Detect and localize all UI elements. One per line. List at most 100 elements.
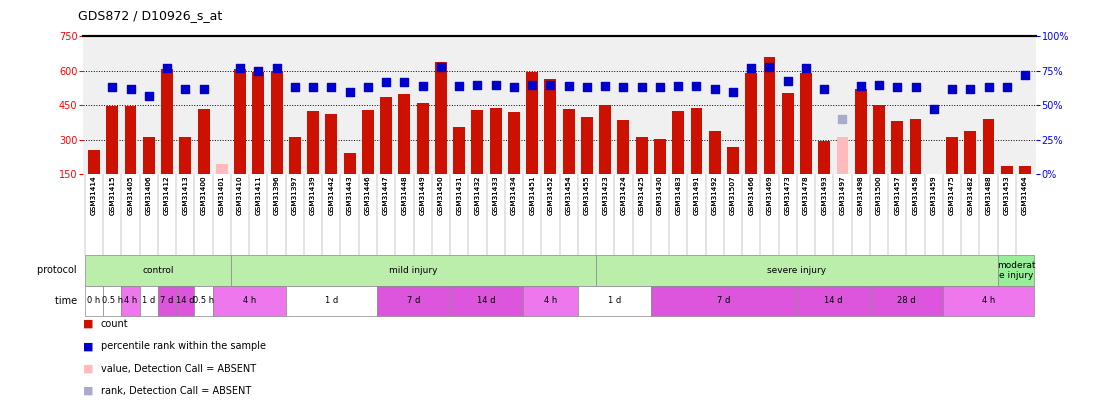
Text: ■: ■ — [83, 319, 93, 329]
Point — [158, 65, 176, 71]
Text: 4 h: 4 h — [243, 296, 256, 305]
Bar — [636, 137, 647, 174]
Bar — [326, 115, 337, 174]
Bar — [943, 286, 1034, 316]
Bar — [800, 73, 812, 174]
Text: 1 d: 1 d — [142, 296, 155, 305]
Bar — [124, 106, 136, 174]
Text: GSM31492: GSM31492 — [711, 176, 718, 215]
Text: 1 d: 1 d — [325, 296, 338, 305]
Point — [505, 84, 523, 91]
Bar — [216, 164, 228, 174]
Text: GSM31455: GSM31455 — [584, 176, 589, 215]
Point — [706, 85, 724, 92]
Point — [833, 116, 851, 122]
Point — [103, 84, 121, 91]
Text: GSM31400: GSM31400 — [201, 176, 206, 215]
Point — [249, 68, 267, 74]
Text: GDS872 / D10926_s_at: GDS872 / D10926_s_at — [78, 9, 222, 22]
Bar — [161, 69, 173, 174]
Bar — [286, 286, 377, 316]
Bar — [746, 73, 757, 174]
Point — [615, 84, 633, 91]
Bar — [270, 71, 283, 174]
Bar — [577, 286, 650, 316]
Point — [560, 83, 577, 89]
Text: ■: ■ — [83, 341, 93, 351]
Text: ■: ■ — [83, 364, 93, 373]
Bar — [854, 89, 866, 174]
Point — [341, 88, 359, 95]
Text: GSM31457: GSM31457 — [894, 176, 900, 215]
Bar — [910, 119, 922, 174]
Bar — [362, 110, 373, 174]
Bar — [650, 286, 797, 316]
Text: percentile rank within the sample: percentile rank within the sample — [101, 341, 266, 351]
Text: GSM31454: GSM31454 — [566, 176, 572, 215]
Point — [396, 79, 413, 85]
Point — [432, 64, 450, 70]
Point — [523, 81, 541, 88]
Bar — [435, 62, 447, 174]
Point — [943, 85, 961, 92]
Text: moderat
e injury: moderat e injury — [997, 261, 1035, 280]
Text: GSM31493: GSM31493 — [821, 176, 828, 215]
Text: GSM31458: GSM31458 — [913, 176, 919, 215]
Point — [979, 84, 997, 91]
Bar — [85, 255, 230, 286]
Text: GSM31434: GSM31434 — [511, 176, 517, 215]
Text: GSM31413: GSM31413 — [183, 176, 188, 215]
Bar — [782, 93, 793, 174]
Point — [122, 85, 140, 92]
Point — [725, 88, 742, 95]
Bar — [417, 103, 429, 174]
Text: GSM31415: GSM31415 — [110, 176, 115, 215]
Text: 28 d: 28 d — [897, 296, 915, 305]
Bar — [143, 137, 155, 174]
Point — [906, 84, 924, 91]
Bar — [797, 286, 870, 316]
Text: GSM31453: GSM31453 — [1004, 176, 1009, 215]
Text: count: count — [101, 319, 129, 329]
Bar — [380, 97, 392, 174]
Point — [870, 81, 888, 88]
Text: rank, Detection Call = ABSENT: rank, Detection Call = ABSENT — [101, 386, 252, 396]
Bar — [179, 136, 192, 174]
Point — [669, 83, 687, 89]
Point — [742, 65, 760, 71]
Bar — [213, 286, 286, 316]
Point — [542, 81, 560, 88]
Text: GSM31449: GSM31449 — [420, 176, 425, 215]
Text: GSM31401: GSM31401 — [219, 176, 225, 215]
Text: 4 h: 4 h — [124, 296, 137, 305]
Text: 14 d: 14 d — [176, 296, 195, 305]
Point — [486, 81, 504, 88]
Text: severe injury: severe injury — [767, 266, 827, 275]
Bar — [307, 111, 319, 174]
Bar — [85, 286, 103, 316]
Text: GSM31412: GSM31412 — [164, 176, 170, 215]
Bar — [523, 286, 577, 316]
Point — [305, 84, 322, 91]
Bar — [581, 117, 593, 174]
Bar — [399, 94, 410, 174]
Point — [195, 85, 213, 92]
Text: GSM31431: GSM31431 — [456, 176, 462, 215]
Text: GSM31448: GSM31448 — [401, 176, 408, 215]
Bar — [544, 79, 556, 174]
Bar — [727, 147, 739, 174]
Text: 0.5 h: 0.5 h — [193, 296, 214, 305]
Point — [760, 64, 778, 70]
Text: GSM31397: GSM31397 — [291, 176, 298, 215]
Bar — [253, 72, 265, 174]
Bar — [197, 109, 209, 174]
Point — [450, 83, 468, 89]
Bar — [526, 72, 538, 174]
Point — [779, 77, 797, 84]
Bar — [158, 286, 176, 316]
Point — [286, 84, 304, 91]
Text: GSM31488: GSM31488 — [985, 176, 992, 215]
Bar — [507, 112, 520, 174]
Text: GSM31433: GSM31433 — [493, 176, 499, 215]
Point — [140, 92, 157, 99]
